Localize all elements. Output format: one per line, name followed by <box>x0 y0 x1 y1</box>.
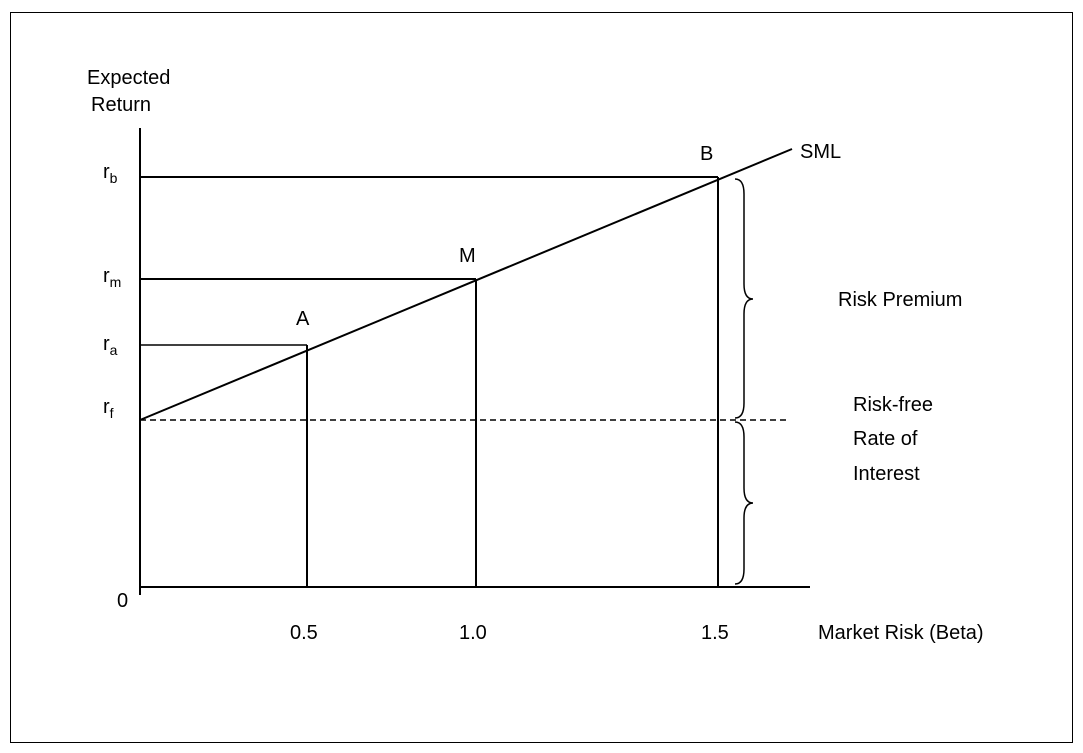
risk-free-label-line-1: Risk-free <box>853 394 933 416</box>
y-tick-rf: rf <box>103 396 114 421</box>
point-label-m: M <box>459 245 476 267</box>
y-axis-label-line-1: Expected <box>87 67 170 89</box>
y-tick-ra: ra <box>103 333 118 358</box>
x-tick-1-0: 1.0 <box>459 622 487 644</box>
sml-label: SML <box>800 141 841 163</box>
y-tick-rm: rm <box>103 265 121 290</box>
figure-frame <box>10 12 1073 743</box>
x-axis-label: Market Risk (Beta) <box>818 622 984 644</box>
x-tick-1-5: 1.5 <box>701 622 729 644</box>
y-tick-rb: rb <box>103 161 118 186</box>
origin-label: 0 <box>117 590 128 612</box>
point-label-a: A <box>296 308 310 330</box>
risk-premium-label: Risk Premium <box>838 289 962 311</box>
risk-free-label-line-2: Rate of <box>853 428 918 450</box>
risk-premium-brace <box>734 178 754 419</box>
y-axis-label-line-2: Return <box>91 94 151 116</box>
x-tick-0-5: 0.5 <box>290 622 318 644</box>
point-label-b: B <box>700 143 713 165</box>
risk-free-label-line-3: Interest <box>853 463 920 485</box>
security-market-line <box>139 148 793 421</box>
risk-free-brace <box>734 421 754 585</box>
